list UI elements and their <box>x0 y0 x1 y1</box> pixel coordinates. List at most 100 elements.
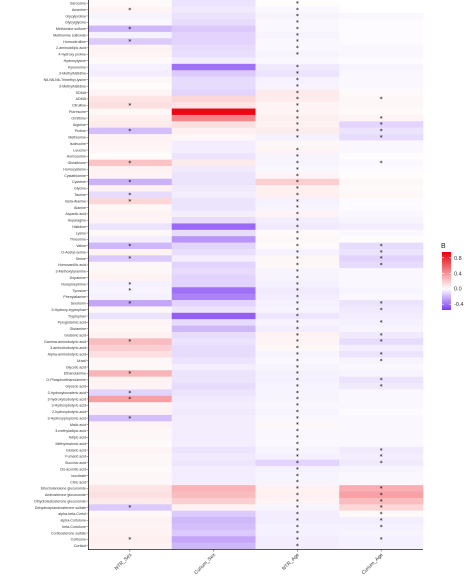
significance-star: * <box>296 517 299 524</box>
heatmap-cell <box>88 191 173 199</box>
heatmap-cell <box>339 12 424 20</box>
heatmap-cell <box>339 6 424 14</box>
significance-star: * <box>380 517 383 524</box>
heatmap-cell <box>339 261 424 269</box>
heatmap-cell <box>171 338 256 346</box>
heatmap-cell <box>339 351 424 358</box>
row-label: Dehydroepiandrosterone sulfate <box>35 506 86 510</box>
heatmap-cell <box>339 140 424 148</box>
row-label: Phenylalanine <box>63 295 86 299</box>
heatmap-cell <box>339 255 424 263</box>
heatmap-cell <box>255 229 340 237</box>
significance-star: * <box>296 479 299 486</box>
heatmap-cell <box>171 223 256 231</box>
heatmap-cell <box>171 389 256 397</box>
row-label: 2-aminoadipic acid <box>56 46 86 50</box>
heatmap-cell <box>88 300 173 307</box>
row-label: Homocitrulline <box>63 40 86 44</box>
heatmap-cell <box>255 434 340 441</box>
heatmap-cell <box>88 472 173 480</box>
heatmap-cell <box>88 344 173 352</box>
heatmap-cell <box>171 197 256 205</box>
significance-star: * <box>296 466 299 473</box>
significance-star: * <box>296 345 299 352</box>
row-label: Homovanillic acid <box>58 263 86 267</box>
significance-star: * <box>296 77 299 84</box>
significance-star: * <box>296 192 299 199</box>
significance-star: * <box>380 307 383 314</box>
significance-star: * <box>296 134 299 141</box>
heatmap-cell <box>255 300 340 307</box>
heatmap-cell <box>255 440 340 448</box>
significance-star: * <box>296 128 299 135</box>
heatmap-cell <box>171 472 256 480</box>
heatmap-cell <box>339 108 424 116</box>
significance-star: * <box>296 7 299 14</box>
heatmap-cell <box>88 268 173 275</box>
significance-star: * <box>296 224 299 231</box>
heatmap-cell <box>88 306 173 314</box>
heatmap-cell <box>88 51 173 58</box>
color-legend: B 0.8 0.4 0.0 -0.4 <box>441 243 463 310</box>
heatmap-cell <box>88 383 173 390</box>
significance-star: * <box>296 505 299 512</box>
heatmap-cell <box>339 363 424 371</box>
heatmap-cell <box>339 408 424 416</box>
heatmap-cell <box>339 197 424 205</box>
significance-star: * <box>296 332 299 339</box>
legend-ticks: 0.8 0.4 0.0 -0.4 <box>442 256 463 308</box>
heatmap-cell <box>339 325 424 333</box>
significance-star: * <box>128 179 131 186</box>
heatmap-cell <box>171 446 256 454</box>
significance-star: * <box>296 26 299 33</box>
legend-title: B <box>441 243 446 250</box>
significance-star: * <box>296 281 299 288</box>
significance-star: * <box>296 103 299 110</box>
heatmap-cell <box>255 185 340 192</box>
heatmap-cell <box>88 31 173 39</box>
significance-star: * <box>296 83 299 90</box>
heatmap-cell <box>171 421 256 429</box>
heatmap-cell <box>255 395 340 403</box>
heatmap-cell <box>339 268 424 275</box>
heatmap-cell <box>339 287 424 294</box>
heatmap-cell <box>255 197 340 205</box>
heatmap-cell <box>88 338 173 346</box>
row-label: Beta-Alanine <box>65 199 86 203</box>
heatmap-cell <box>171 383 256 390</box>
heatmap-cell <box>255 408 340 416</box>
row-labels: Sarcosine Anserine Glycylproline Glycylglyc… <box>34 1 88 548</box>
row-label: Tyrosine <box>72 289 86 293</box>
significance-star: * <box>380 332 383 339</box>
heatmap-cell <box>339 395 424 403</box>
significance-star: * <box>296 217 299 224</box>
heatmap-cell <box>339 153 424 160</box>
heatmap-cell <box>88 242 173 250</box>
heatmap-cell <box>339 383 424 390</box>
heatmap-cell <box>171 504 256 511</box>
heatmap-cell <box>255 510 340 518</box>
significance-star: * <box>380 249 383 256</box>
heatmap-cell <box>255 165 340 173</box>
heatmap-cell <box>255 542 340 550</box>
heatmap-cell <box>339 491 424 499</box>
significance-star: * <box>296 288 299 295</box>
row-label: 4-hydroxy proline <box>58 53 86 57</box>
heatmap-cell <box>339 95 424 103</box>
heatmap-cell <box>255 459 340 467</box>
heatmap-cell <box>171 191 256 199</box>
significance-star: * <box>380 358 383 365</box>
heatmap-cell <box>255 421 340 429</box>
heatmap-cell <box>88 485 173 492</box>
heatmap-cell <box>88 402 173 409</box>
row-label: Cystathionine <box>64 174 86 178</box>
significance-star: * <box>296 364 299 371</box>
heatmap-cell <box>339 331 424 339</box>
heatmap-cell <box>255 6 340 14</box>
significance-star: * <box>128 505 131 512</box>
heatmap-cell <box>88 434 173 441</box>
heatmap-cell <box>339 300 424 307</box>
heatmap-cell <box>88 293 173 301</box>
row-label: N6-N6-N6-Trimethyl-lysine <box>44 78 86 82</box>
significance-star: * <box>380 486 383 493</box>
